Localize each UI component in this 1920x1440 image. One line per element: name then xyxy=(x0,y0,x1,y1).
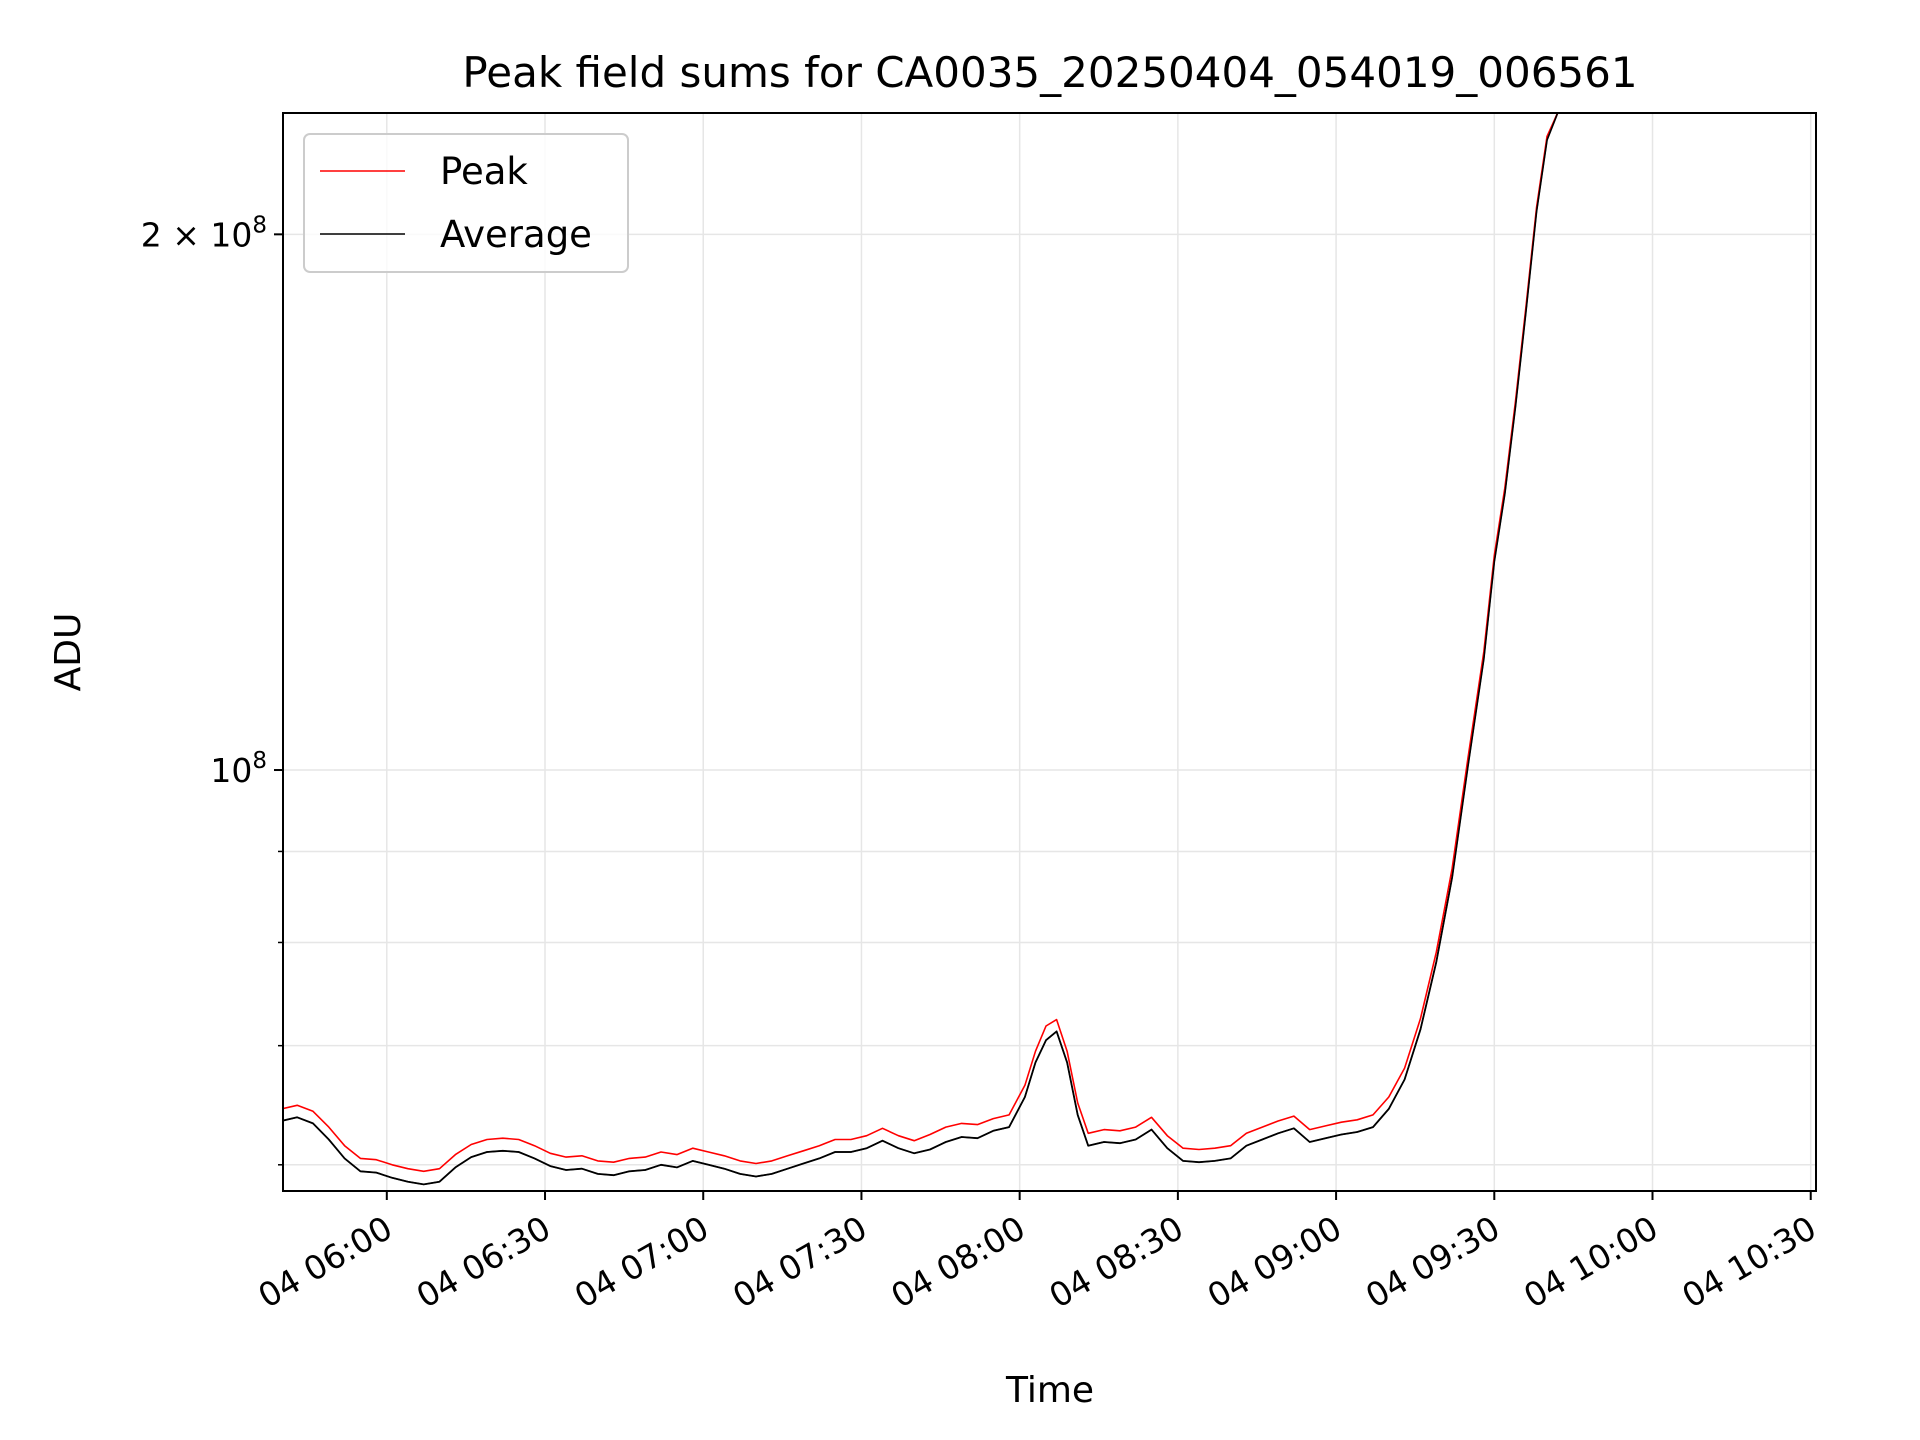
series-line-average-overlay xyxy=(283,113,1569,1186)
plot-frame xyxy=(282,112,1817,1192)
chart-title: Peak field sums for CA0035_20250404_0540… xyxy=(462,48,1637,97)
y-tick-label-exponent: 8 xyxy=(252,212,267,238)
y-tick-label: 108 xyxy=(210,748,267,790)
y-tick-label-base: 10 xyxy=(210,751,252,790)
series-area xyxy=(283,113,1569,1186)
y-tick-label-base: 2 × 10 xyxy=(141,215,253,254)
y-axis-label: ADU xyxy=(48,613,89,692)
series-line-peak xyxy=(283,113,1569,1173)
legend-label-average: Average xyxy=(440,213,592,256)
y-tick-label: 2 × 108 xyxy=(141,212,267,254)
y-tick-label-exponent: 8 xyxy=(252,748,267,774)
x-axis-label: Time xyxy=(1005,1370,1094,1411)
legend-box xyxy=(303,133,629,273)
legend: Peak Average xyxy=(303,133,629,273)
legend-label-peak: Peak xyxy=(440,150,528,193)
